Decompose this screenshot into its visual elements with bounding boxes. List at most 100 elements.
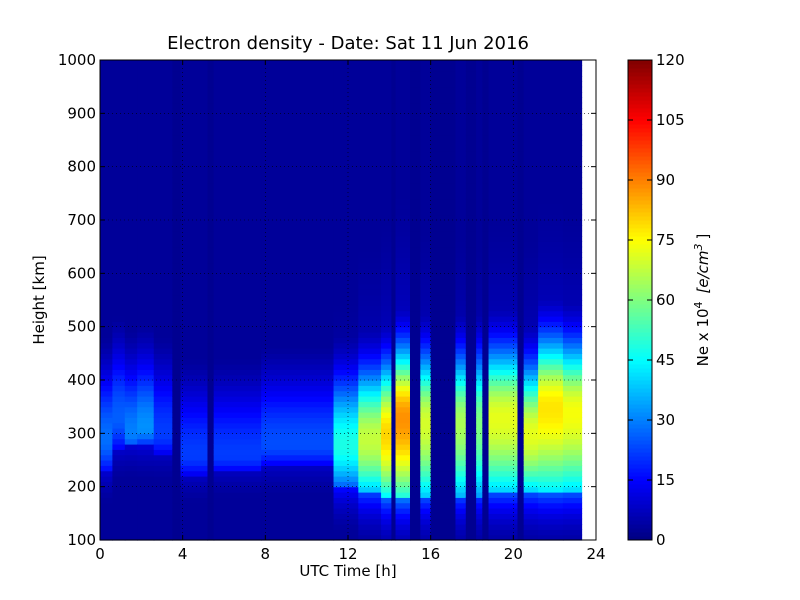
profile-column-23 [517, 60, 525, 541]
heatmap-cell [523, 278, 539, 285]
heatmap-cell [420, 486, 432, 493]
heatmap-cell [333, 102, 359, 109]
heatmap-cell [488, 150, 519, 157]
heatmap-cell [137, 268, 155, 274]
heatmap-cell [391, 188, 397, 194]
heatmap-cell [124, 268, 138, 274]
heatmap-cell [455, 380, 467, 386]
heatmap-cell [538, 449, 564, 456]
heatmap-cell [100, 124, 113, 130]
heatmap-cell [207, 406, 215, 413]
heatmap-cell [562, 444, 583, 450]
heatmap-cell [333, 150, 359, 157]
heatmap-cell [538, 246, 564, 253]
heatmap-cell [488, 412, 519, 418]
heatmap-cell [482, 209, 490, 216]
heatmap-cell [562, 396, 583, 402]
heatmap-cell [180, 230, 209, 237]
heatmap-cell [381, 369, 392, 376]
heatmap-cell [100, 518, 113, 525]
heatmap-cell [395, 81, 411, 88]
heatmap-cell [172, 353, 182, 360]
heatmap-cell [124, 246, 138, 253]
heatmap-cell [124, 316, 138, 322]
heatmap-cell [482, 108, 490, 114]
heatmap-cell [420, 385, 432, 392]
heatmap-cell [172, 150, 182, 157]
heatmap-cell [213, 433, 262, 440]
heatmap-cell [562, 204, 583, 210]
heatmap-cell [137, 316, 155, 322]
heatmap-cell [410, 310, 421, 317]
heatmap-cell [358, 390, 382, 397]
heatmap-cell [213, 289, 262, 296]
heatmap-cell [180, 268, 209, 274]
heatmap-cell [112, 294, 126, 301]
heatmap-cell [172, 337, 182, 344]
heatmap-cell [207, 422, 215, 429]
heatmap-cell [523, 470, 539, 477]
heatmap-cell [482, 534, 490, 541]
heatmap-cell [465, 289, 477, 296]
heatmap-cell [153, 492, 173, 498]
heatmap-cell [172, 161, 182, 168]
colorbar-tick-label: 75 [656, 231, 675, 249]
heatmap-cell [465, 118, 477, 125]
heatmap-cell [430, 342, 457, 349]
heatmap-cell [100, 321, 113, 328]
heatmap-cell [488, 172, 519, 178]
heatmap-cell [410, 257, 421, 264]
heatmap-cell [391, 486, 397, 493]
heatmap-cell [112, 476, 126, 482]
heatmap-cell [523, 241, 539, 248]
heatmap-cell [137, 209, 155, 216]
heatmap-cell [455, 252, 467, 258]
heatmap-cell [137, 417, 155, 424]
heatmap-cell [488, 502, 519, 509]
heatmap-cell [137, 412, 155, 418]
heatmap-cell [207, 236, 215, 242]
heatmap-cell [100, 422, 113, 429]
heatmap-cell [476, 209, 483, 216]
colorbar-segment [628, 100, 652, 105]
heatmap-cell [562, 182, 583, 189]
heatmap-cell [153, 230, 173, 237]
heatmap-cell [137, 161, 155, 168]
heatmap-cell [465, 262, 477, 269]
heatmap-cell [482, 129, 490, 136]
heatmap-cell [395, 108, 411, 114]
heatmap-cell [124, 358, 138, 365]
heatmap-cell [476, 140, 483, 146]
heatmap-cell [562, 188, 583, 194]
heatmap-cell [137, 262, 155, 269]
heatmap-cell [395, 529, 411, 536]
heatmap-cell [395, 273, 411, 280]
heatmap-cell [391, 433, 397, 440]
heatmap-cell [465, 342, 477, 349]
heatmap-cell [100, 166, 113, 173]
heatmap-cell [538, 433, 564, 440]
heatmap-cell [172, 502, 182, 509]
heatmap-cell [455, 369, 467, 376]
colorbar-segment [628, 132, 652, 137]
heatmap-cell [482, 374, 490, 381]
heatmap-cell [488, 268, 519, 274]
heatmap-cell [562, 76, 583, 82]
heatmap-cell [395, 316, 411, 322]
heatmap-cell [180, 273, 209, 280]
heatmap-cell [153, 380, 173, 386]
heatmap-cell [476, 310, 483, 317]
heatmap-cell [261, 470, 335, 477]
heatmap-cell [358, 326, 382, 333]
heatmap-cell [124, 380, 138, 386]
heatmap-cell [207, 326, 215, 333]
heatmap-cell [538, 182, 564, 189]
heatmap-cell [172, 262, 182, 269]
heatmap-cell [180, 300, 209, 306]
heatmap-cell [100, 348, 113, 354]
heatmap-cell [333, 438, 359, 445]
colorbar-segment [628, 468, 652, 473]
colorbar-segment [628, 484, 652, 489]
heatmap-cell [562, 294, 583, 301]
heatmap-cell [124, 508, 138, 514]
